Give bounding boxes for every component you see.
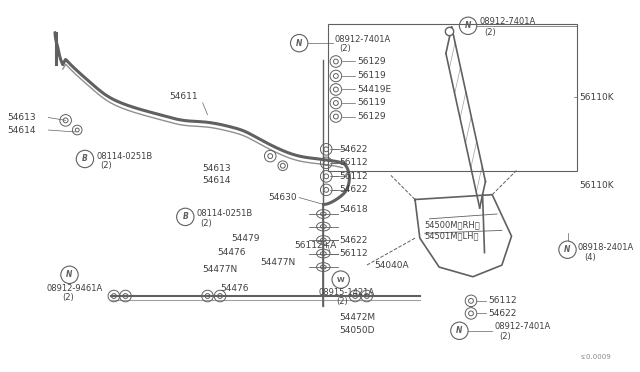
Text: 08918-2401A: 08918-2401A [577, 243, 634, 252]
Text: 54614: 54614 [8, 125, 36, 135]
Text: 54622: 54622 [340, 185, 368, 194]
Text: 54472M: 54472M [340, 313, 376, 322]
Text: 08912-7401A: 08912-7401A [494, 323, 550, 331]
Text: N: N [456, 326, 463, 335]
Text: N: N [67, 270, 73, 279]
Text: 56119: 56119 [357, 99, 386, 108]
Text: 54476: 54476 [220, 284, 248, 293]
Text: 56112: 56112 [340, 172, 369, 181]
Text: 08912-7401A: 08912-7401A [479, 17, 536, 26]
Text: 54050D: 54050D [340, 326, 375, 335]
Text: 54622: 54622 [488, 309, 516, 318]
Text: B: B [182, 212, 188, 221]
Text: 54618: 54618 [340, 205, 369, 214]
Text: 56110K: 56110K [579, 180, 614, 190]
Text: N: N [465, 21, 471, 30]
Text: (2): (2) [499, 332, 511, 341]
Text: 54479: 54479 [232, 234, 260, 243]
Text: 08912-9461A: 08912-9461A [46, 284, 102, 293]
Text: (4): (4) [584, 253, 596, 262]
Text: 56112+A: 56112+A [294, 241, 337, 250]
Text: 08912-7401A: 08912-7401A [335, 35, 391, 44]
Text: 56112: 56112 [340, 158, 369, 167]
Text: 54613: 54613 [203, 164, 231, 173]
Text: 54040A: 54040A [374, 261, 409, 270]
Text: 56129: 56129 [357, 112, 386, 121]
Text: 54622: 54622 [340, 235, 368, 244]
Text: 08114-0251B: 08114-0251B [197, 209, 253, 218]
Bar [328, 24, 577, 170]
Text: 56112: 56112 [340, 249, 369, 258]
Text: B: B [82, 154, 88, 163]
Text: (2): (2) [63, 294, 74, 302]
Text: (2): (2) [340, 44, 351, 54]
Text: N: N [564, 245, 571, 254]
Text: 56119: 56119 [357, 71, 386, 80]
Text: 54622: 54622 [340, 145, 368, 154]
Text: 54477N: 54477N [203, 264, 238, 273]
Text: 08915-1421A: 08915-1421A [319, 288, 374, 296]
Text: 54419E: 54419E [357, 85, 391, 94]
Text: (2): (2) [484, 28, 496, 37]
Text: s:0.0009: s:0.0009 [581, 354, 612, 360]
Text: 54613: 54613 [8, 113, 36, 122]
Text: 56110K: 56110K [579, 93, 614, 102]
Text: 54477N: 54477N [260, 258, 296, 267]
Text: 54614: 54614 [203, 176, 231, 185]
Text: W: W [337, 277, 344, 283]
Text: 54630: 54630 [268, 193, 297, 202]
Text: 56112: 56112 [488, 296, 517, 305]
Text: 54476: 54476 [217, 248, 246, 257]
Text: 56129: 56129 [357, 57, 386, 66]
Text: 54611: 54611 [169, 92, 198, 101]
Text: 54501M〈LH〉: 54501M〈LH〉 [425, 232, 479, 241]
Text: (2): (2) [100, 161, 112, 170]
Text: (2): (2) [201, 219, 212, 228]
Text: 54500M〈RH〉: 54500M〈RH〉 [425, 220, 481, 229]
Text: N: N [296, 39, 302, 48]
Text: 08114-0251B: 08114-0251B [97, 151, 153, 161]
Text: (2): (2) [336, 297, 348, 306]
